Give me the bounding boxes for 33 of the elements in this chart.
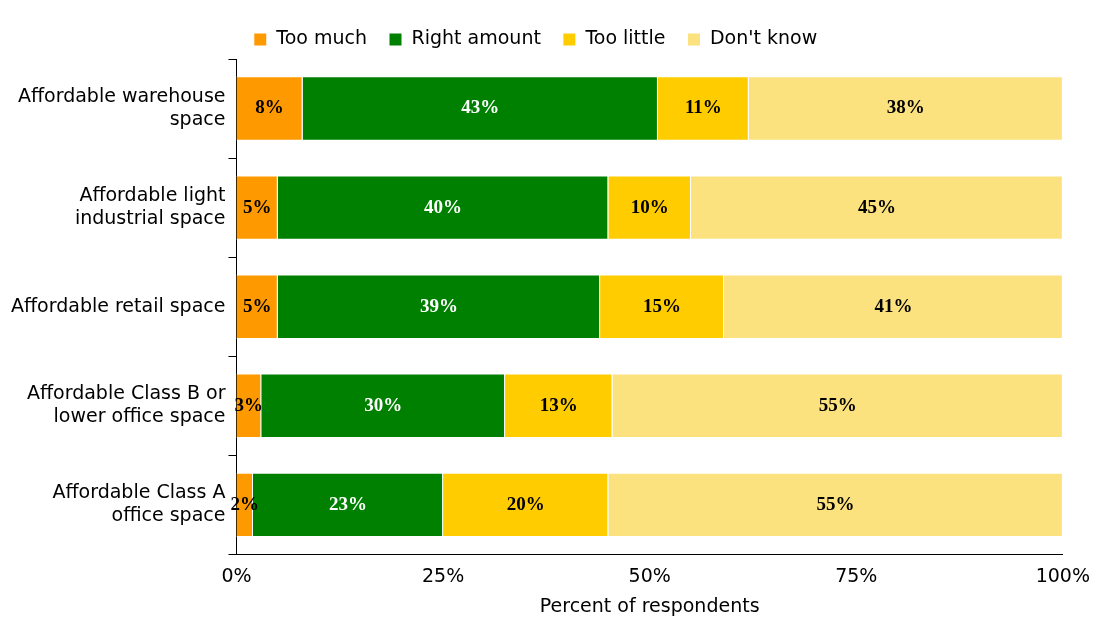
data-label: 41% bbox=[874, 294, 913, 316]
y-tick-label: Affordable light industrial space bbox=[74, 183, 226, 228]
data-label: 30% bbox=[364, 393, 403, 415]
x-tick-label: 100% bbox=[1035, 563, 1090, 586]
legend-label: Don't know bbox=[709, 26, 818, 49]
legend-label: Too much bbox=[275, 26, 368, 49]
data-label: 38% bbox=[886, 96, 925, 118]
x-tick-label: 25% bbox=[421, 563, 465, 586]
data-label: 23% bbox=[329, 492, 368, 514]
x-axis-title: Percent of respondents bbox=[539, 593, 760, 616]
data-label: 43% bbox=[461, 96, 500, 118]
data-label: 8% bbox=[255, 96, 284, 118]
x-tick-label: 0% bbox=[221, 563, 252, 586]
data-label: 15% bbox=[643, 294, 682, 316]
data-label: 20% bbox=[506, 492, 545, 514]
data-label: 10% bbox=[630, 195, 669, 217]
data-label: 40% bbox=[424, 195, 463, 217]
x-tick-label: 75% bbox=[835, 563, 878, 586]
legend-label: Too little bbox=[584, 26, 666, 49]
y-tick-label: Affordable retail space bbox=[10, 293, 226, 316]
y-tick-label: Affordable warehouse space bbox=[17, 84, 226, 129]
data-label: 13% bbox=[539, 393, 578, 415]
data-label: 55% bbox=[818, 393, 857, 415]
y-tick-label: Affordable Class B or lower office space bbox=[26, 381, 226, 427]
data-label: 5% bbox=[242, 294, 272, 316]
y-tick-label: Affordable Class A office space bbox=[52, 480, 226, 526]
data-label: 39% bbox=[419, 294, 458, 316]
data-label: 55% bbox=[816, 492, 855, 514]
data-label: 5% bbox=[242, 195, 272, 217]
data-label: 11% bbox=[684, 96, 722, 118]
x-tick-label: 50% bbox=[628, 563, 671, 586]
legend-label: Right amount bbox=[411, 26, 541, 49]
data-label: 45% bbox=[857, 195, 896, 217]
